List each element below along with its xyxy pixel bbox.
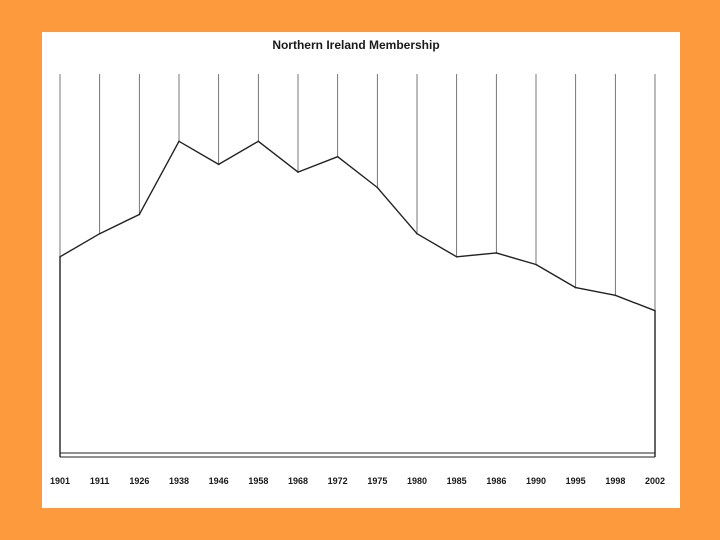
- x-axis-tick-labels: 1901 1911 1926 1938 1946 1958 1968 1972 1975 1980…: [50, 476, 665, 486]
- point-1975: [376, 186, 379, 189]
- chart-title: Northern Ireland Membership: [272, 38, 439, 52]
- tick-label-1972: 1972: [328, 476, 348, 486]
- point-1995: [574, 286, 577, 289]
- point-1926: [138, 213, 141, 216]
- point-1968: [297, 171, 299, 173]
- tick-label-1998: 1998: [605, 476, 625, 486]
- tick-label-1946: 1946: [209, 476, 229, 486]
- tick-label-1911: 1911: [90, 476, 110, 486]
- membership-chart: Northern Ireland Membership 1901 1911 1926…: [50, 38, 665, 486]
- point-1958: [257, 140, 260, 143]
- tick-label-1938: 1938: [169, 476, 189, 486]
- point-1938: [178, 140, 180, 143]
- series-membership: [59, 140, 656, 458]
- tick-label-1901: 1901: [50, 476, 70, 486]
- tick-label-1975: 1975: [367, 476, 387, 486]
- tick-label-1986: 1986: [486, 476, 506, 486]
- point-1911: [98, 232, 101, 235]
- point-1998: [614, 294, 617, 297]
- tick-label-1980: 1980: [407, 476, 427, 486]
- tick-label-1968: 1968: [288, 476, 308, 486]
- tick-label-1990: 1990: [526, 476, 546, 486]
- tick-label-1958: 1958: [248, 476, 268, 486]
- point-1972: [336, 155, 339, 158]
- tick-label-1926: 1926: [129, 476, 149, 486]
- membership-line: [59, 140, 656, 312]
- tick-label-2002: 2002: [645, 476, 665, 486]
- tick-label-1985: 1985: [447, 476, 467, 486]
- point-1986: [495, 252, 498, 254]
- chart-panel: Northern Ireland Membership 1901 1911 1926…: [42, 32, 680, 508]
- point-1946: [217, 163, 220, 166]
- point-1985: [455, 256, 458, 258]
- point-1980: [416, 232, 418, 235]
- membership-area: [60, 141, 655, 458]
- point-1990: [535, 263, 537, 266]
- x-axis: [60, 452, 655, 458]
- tick-label-1995: 1995: [566, 476, 586, 486]
